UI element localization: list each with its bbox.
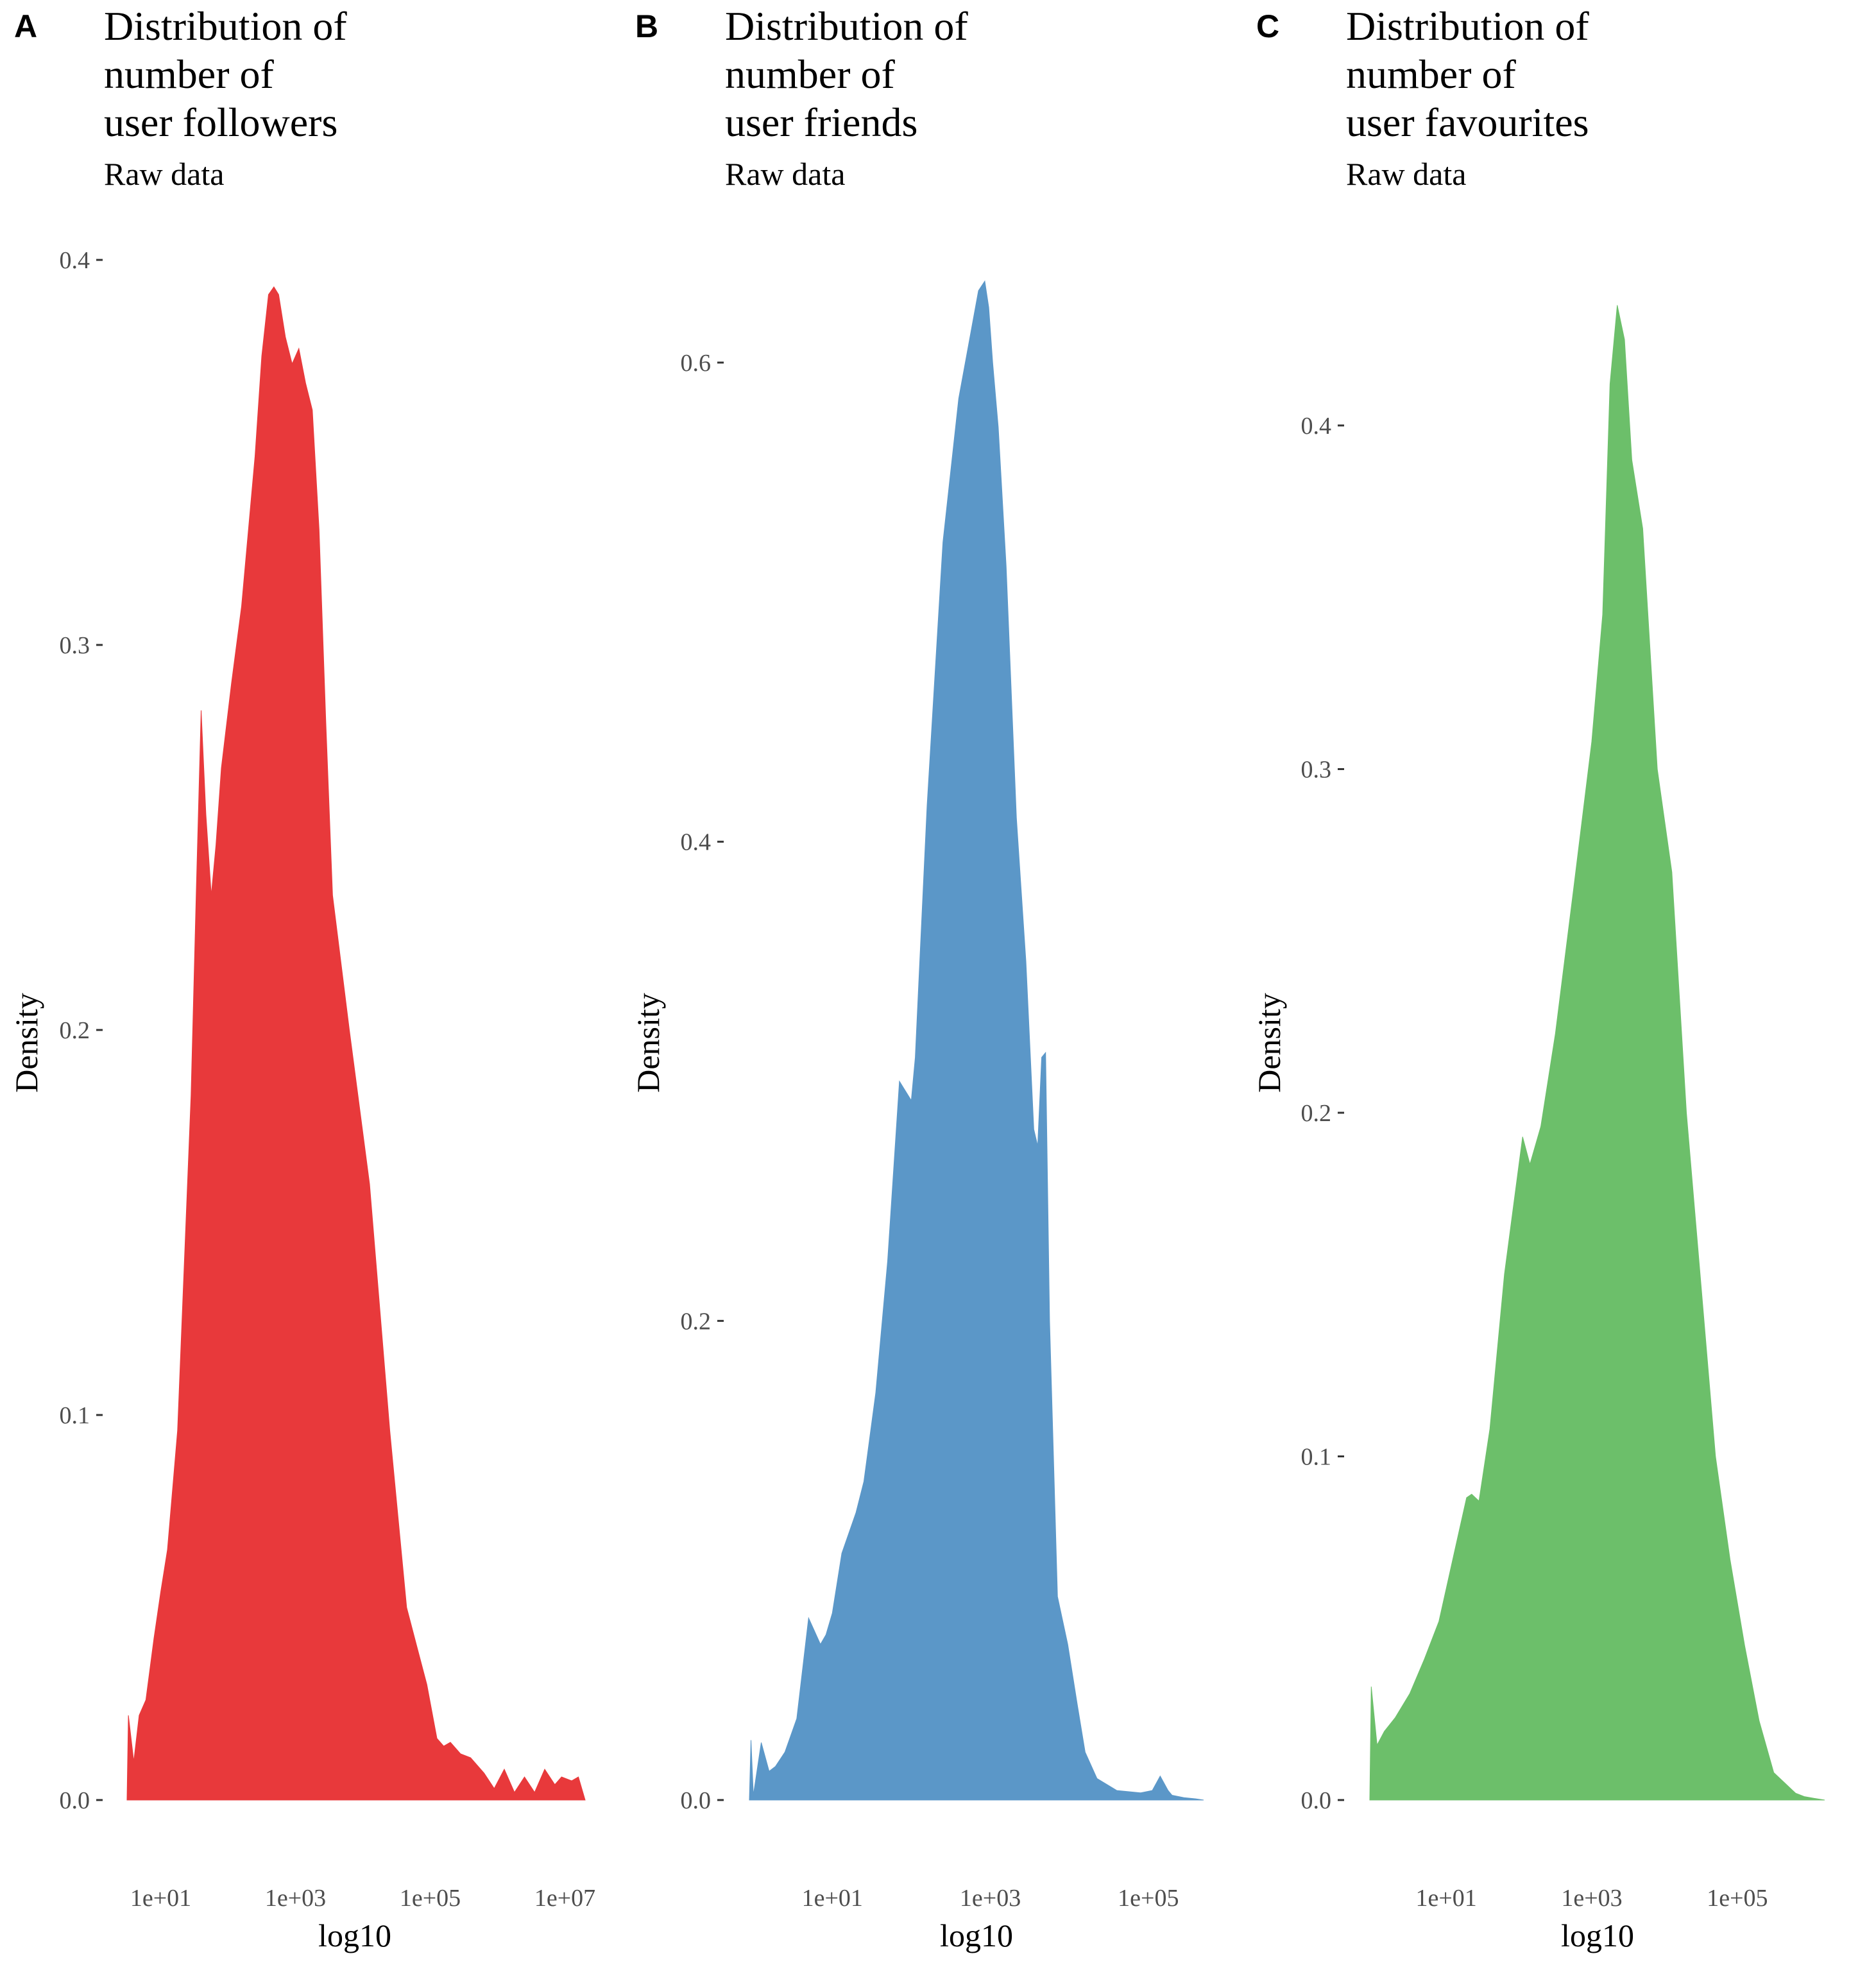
- panel-c-plot: 0.0 0.1 0.2 0.3 0.4 1e+01 1e+03 1e+05: [1301, 305, 1825, 1912]
- panel-a-y-axis-label: Density: [8, 993, 44, 1093]
- panel-a-x-tick-label-3: 1e+07: [534, 1885, 595, 1912]
- panel-a-y-tick-label-4: 0.4: [60, 247, 90, 274]
- panel-b-x-tick-label-2: 1e+05: [1118, 1885, 1179, 1912]
- panel-a-x-tick-label-2: 1e+05: [400, 1885, 461, 1912]
- panel-c: C Distribution of number of user favouri…: [1251, 3, 1825, 1953]
- panel-b: B Distribution of number of user friends…: [630, 3, 1204, 1953]
- panel-a-title-line-2: number of: [104, 51, 275, 97]
- panel-c-subtitle: Raw data: [1346, 156, 1466, 192]
- panel-label-c: C: [1256, 8, 1279, 44]
- panel-c-y-tick-label-3: 0.3: [1301, 757, 1332, 784]
- panel-a-y-tick-label-2: 0.2: [60, 1017, 90, 1044]
- panel-b-y-tick-label-1: 0.2: [681, 1308, 712, 1335]
- panel-c-x-tick-label-1: 1e+03: [1561, 1885, 1622, 1912]
- panel-c-x-axis-label: log10: [1561, 1917, 1634, 1953]
- panel-b-x-tick-label-0: 1e+01: [802, 1885, 863, 1912]
- panel-b-y-tick-label-2: 0.4: [681, 829, 712, 856]
- panel-c-y-tick-label-1: 0.1: [1301, 1444, 1332, 1471]
- panel-c-density-area-0: [1369, 305, 1825, 1801]
- panel-a-subtitle: Raw data: [104, 156, 224, 192]
- panel-a-density-area-0: [126, 286, 586, 1801]
- panel-a-y-tick-label-1: 0.1: [60, 1402, 90, 1429]
- panel-c-title-line-3: user favourites: [1346, 99, 1589, 145]
- panel-b-y-axis-label: Density: [630, 993, 666, 1093]
- panel-a-title-line-3: user followers: [104, 99, 337, 145]
- panel-c-x-tick-label-0: 1e+01: [1415, 1885, 1476, 1912]
- panel-b-y-tick-label-3: 0.6: [681, 350, 712, 377]
- panel-a: A Distribution of number of user followe…: [8, 3, 595, 1953]
- panel-c-y-tick-label-2: 0.2: [1301, 1100, 1332, 1127]
- panel-c-y-axis-label: Density: [1251, 993, 1287, 1093]
- panel-b-x-tick-label-1: 1e+03: [960, 1885, 1021, 1912]
- panel-b-density-area-0: [749, 280, 1204, 1801]
- panel-b-title-line-2: number of: [725, 51, 896, 97]
- panel-b-x-axis-label: log10: [940, 1917, 1013, 1953]
- panel-c-title-line-1: Distribution of: [1346, 3, 1589, 49]
- panel-a-x-axis-label: log10: [318, 1917, 391, 1953]
- panel-c-x-tick-label-2: 1e+05: [1707, 1885, 1768, 1912]
- panel-a-y-tick-label-3: 0.3: [60, 632, 90, 659]
- panel-c-y-tick-label-0: 0.0: [1301, 1787, 1332, 1814]
- panel-c-y-tick-label-4: 0.4: [1301, 413, 1332, 440]
- panel-a-x-tick-label-0: 1e+01: [130, 1885, 191, 1912]
- panel-a-title-line-1: Distribution of: [104, 3, 347, 49]
- panel-label-a: A: [14, 8, 37, 44]
- panel-a-plot: 0.0 0.1 0.2 0.3 0.4 1e+01 1e+03 1e+05 1e+07: [60, 247, 596, 1912]
- panel-b-title-line-1: Distribution of: [725, 3, 968, 49]
- panel-c-title-line-2: number of: [1346, 51, 1517, 97]
- panel-b-title-line-3: user friends: [725, 99, 917, 145]
- panel-b-plot: 0.0 0.2 0.4 0.6 1e+01 1e+03 1e+05: [681, 280, 1204, 1912]
- panel-b-subtitle: Raw data: [725, 156, 845, 192]
- panel-a-x-tick-label-1: 1e+03: [265, 1885, 326, 1912]
- panel-label-b: B: [635, 8, 658, 44]
- panel-b-y-tick-label-0: 0.0: [681, 1787, 712, 1814]
- panel-a-y-tick-label-0: 0.0: [60, 1787, 90, 1814]
